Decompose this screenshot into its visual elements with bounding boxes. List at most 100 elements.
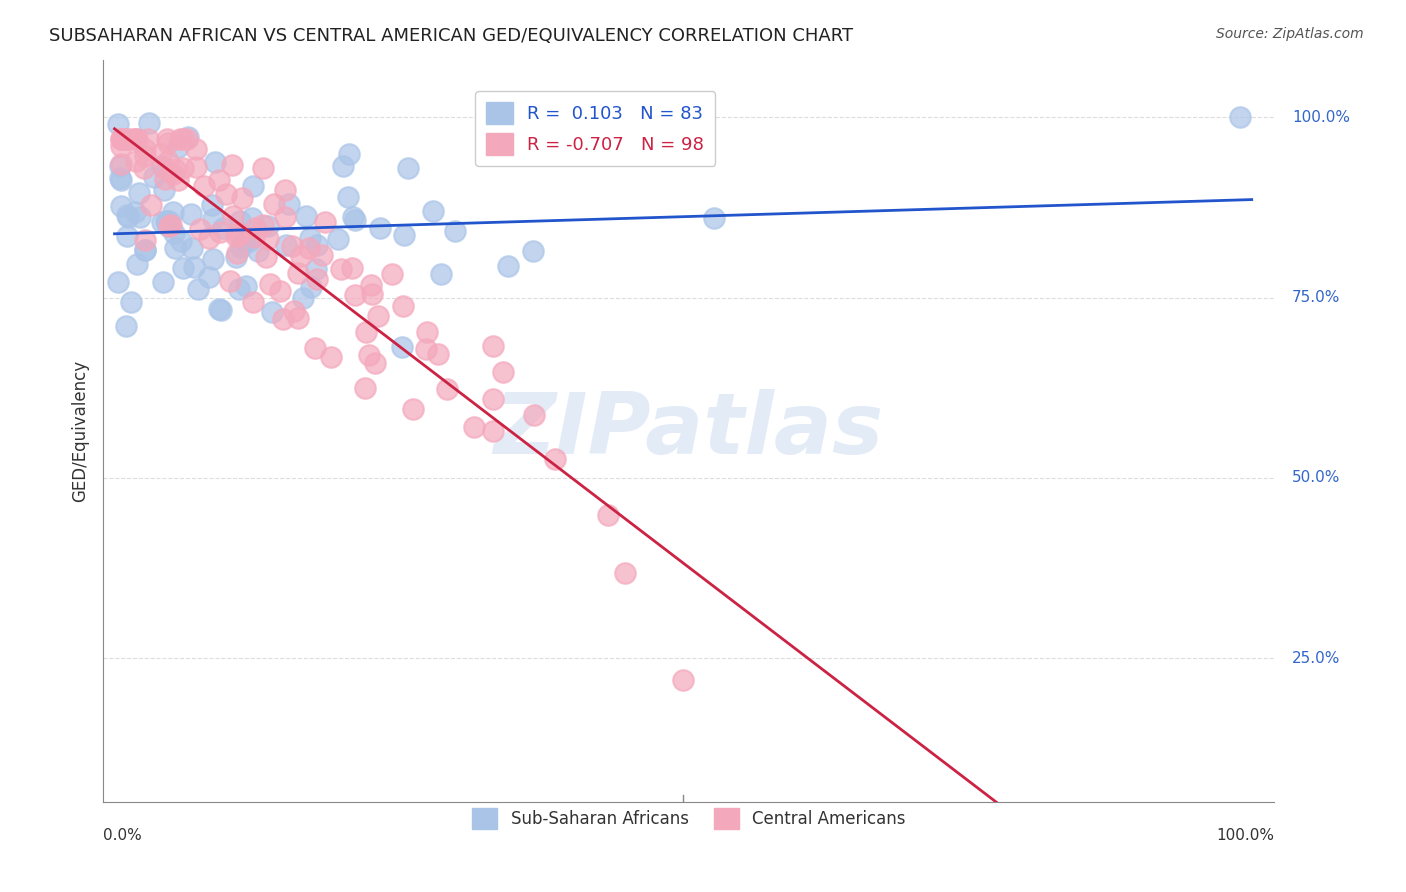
Point <box>307 272 329 286</box>
Point <box>498 259 520 273</box>
Point <box>252 218 274 232</box>
Point <box>305 262 328 277</box>
Text: Source: ZipAtlas.com: Source: ZipAtlas.com <box>1216 27 1364 41</box>
Point <box>153 171 176 186</box>
Point <box>128 186 150 201</box>
Point <box>117 208 139 222</box>
Point <box>287 266 309 280</box>
Point <box>134 142 156 156</box>
Point <box>181 241 204 255</box>
Point <box>364 356 387 370</box>
Point <box>225 250 247 264</box>
Point <box>110 199 132 213</box>
Point <box>311 248 333 262</box>
Point <box>157 214 180 228</box>
Point <box>184 142 207 156</box>
Point <box>110 139 132 153</box>
Point <box>162 204 184 219</box>
Point <box>326 232 349 246</box>
Point <box>232 234 254 248</box>
Point <box>117 210 139 224</box>
Point <box>281 239 304 253</box>
Point <box>156 215 179 229</box>
Point <box>415 342 437 356</box>
Point <box>172 161 194 175</box>
Point <box>138 116 160 130</box>
Point <box>107 117 129 131</box>
Point <box>209 303 232 318</box>
Point <box>319 350 342 364</box>
Point <box>246 244 269 259</box>
Point <box>444 224 467 238</box>
Point <box>184 160 207 174</box>
Point <box>111 132 134 146</box>
Point <box>290 249 312 263</box>
Point <box>114 319 136 334</box>
Point <box>115 229 138 244</box>
Point <box>115 132 138 146</box>
Point <box>259 277 281 291</box>
Point <box>596 508 619 522</box>
Point <box>256 232 278 246</box>
Point <box>672 673 695 687</box>
Point <box>124 205 146 219</box>
Point <box>329 262 352 277</box>
Point <box>381 267 404 281</box>
Point <box>342 210 364 224</box>
Point <box>463 420 485 434</box>
Point <box>150 147 173 161</box>
Point <box>215 187 238 202</box>
Point <box>482 392 505 406</box>
Point <box>153 183 176 197</box>
Point <box>225 229 247 244</box>
Point <box>229 214 252 228</box>
Point <box>204 155 226 169</box>
Text: 100.0%: 100.0% <box>1292 110 1350 125</box>
Point <box>180 207 202 221</box>
Point <box>298 231 321 245</box>
Point <box>544 452 567 467</box>
Point <box>183 260 205 274</box>
Point <box>152 276 174 290</box>
Point <box>110 173 132 187</box>
Point <box>172 132 194 146</box>
Point <box>271 311 294 326</box>
Point <box>287 310 309 325</box>
Point <box>292 291 315 305</box>
Point <box>208 302 231 317</box>
Point <box>703 211 725 226</box>
Point <box>169 234 191 248</box>
Point <box>193 178 215 193</box>
Text: 0.0%: 0.0% <box>103 829 142 843</box>
Point <box>337 147 360 161</box>
Point <box>110 132 132 146</box>
Point <box>169 132 191 146</box>
Point <box>134 244 156 258</box>
Point <box>307 237 329 252</box>
Point <box>160 218 183 232</box>
Point <box>295 209 318 223</box>
Point <box>165 162 187 177</box>
Point <box>150 215 173 229</box>
Text: 50.0%: 50.0% <box>1292 470 1340 485</box>
Point <box>136 132 159 146</box>
Point <box>198 231 221 245</box>
Point <box>252 161 274 176</box>
Point <box>336 190 359 204</box>
Point <box>167 173 190 187</box>
Point <box>226 227 249 242</box>
Point <box>343 288 366 302</box>
Point <box>368 221 391 235</box>
Point <box>240 211 263 225</box>
Point <box>356 325 378 339</box>
Point <box>359 348 381 362</box>
Point <box>481 339 503 353</box>
Point <box>201 212 224 227</box>
Point <box>492 365 515 379</box>
Point <box>128 211 150 225</box>
Point <box>283 304 305 318</box>
Point <box>340 260 363 275</box>
Point <box>132 161 155 176</box>
Point <box>344 212 367 227</box>
Point <box>163 241 186 255</box>
